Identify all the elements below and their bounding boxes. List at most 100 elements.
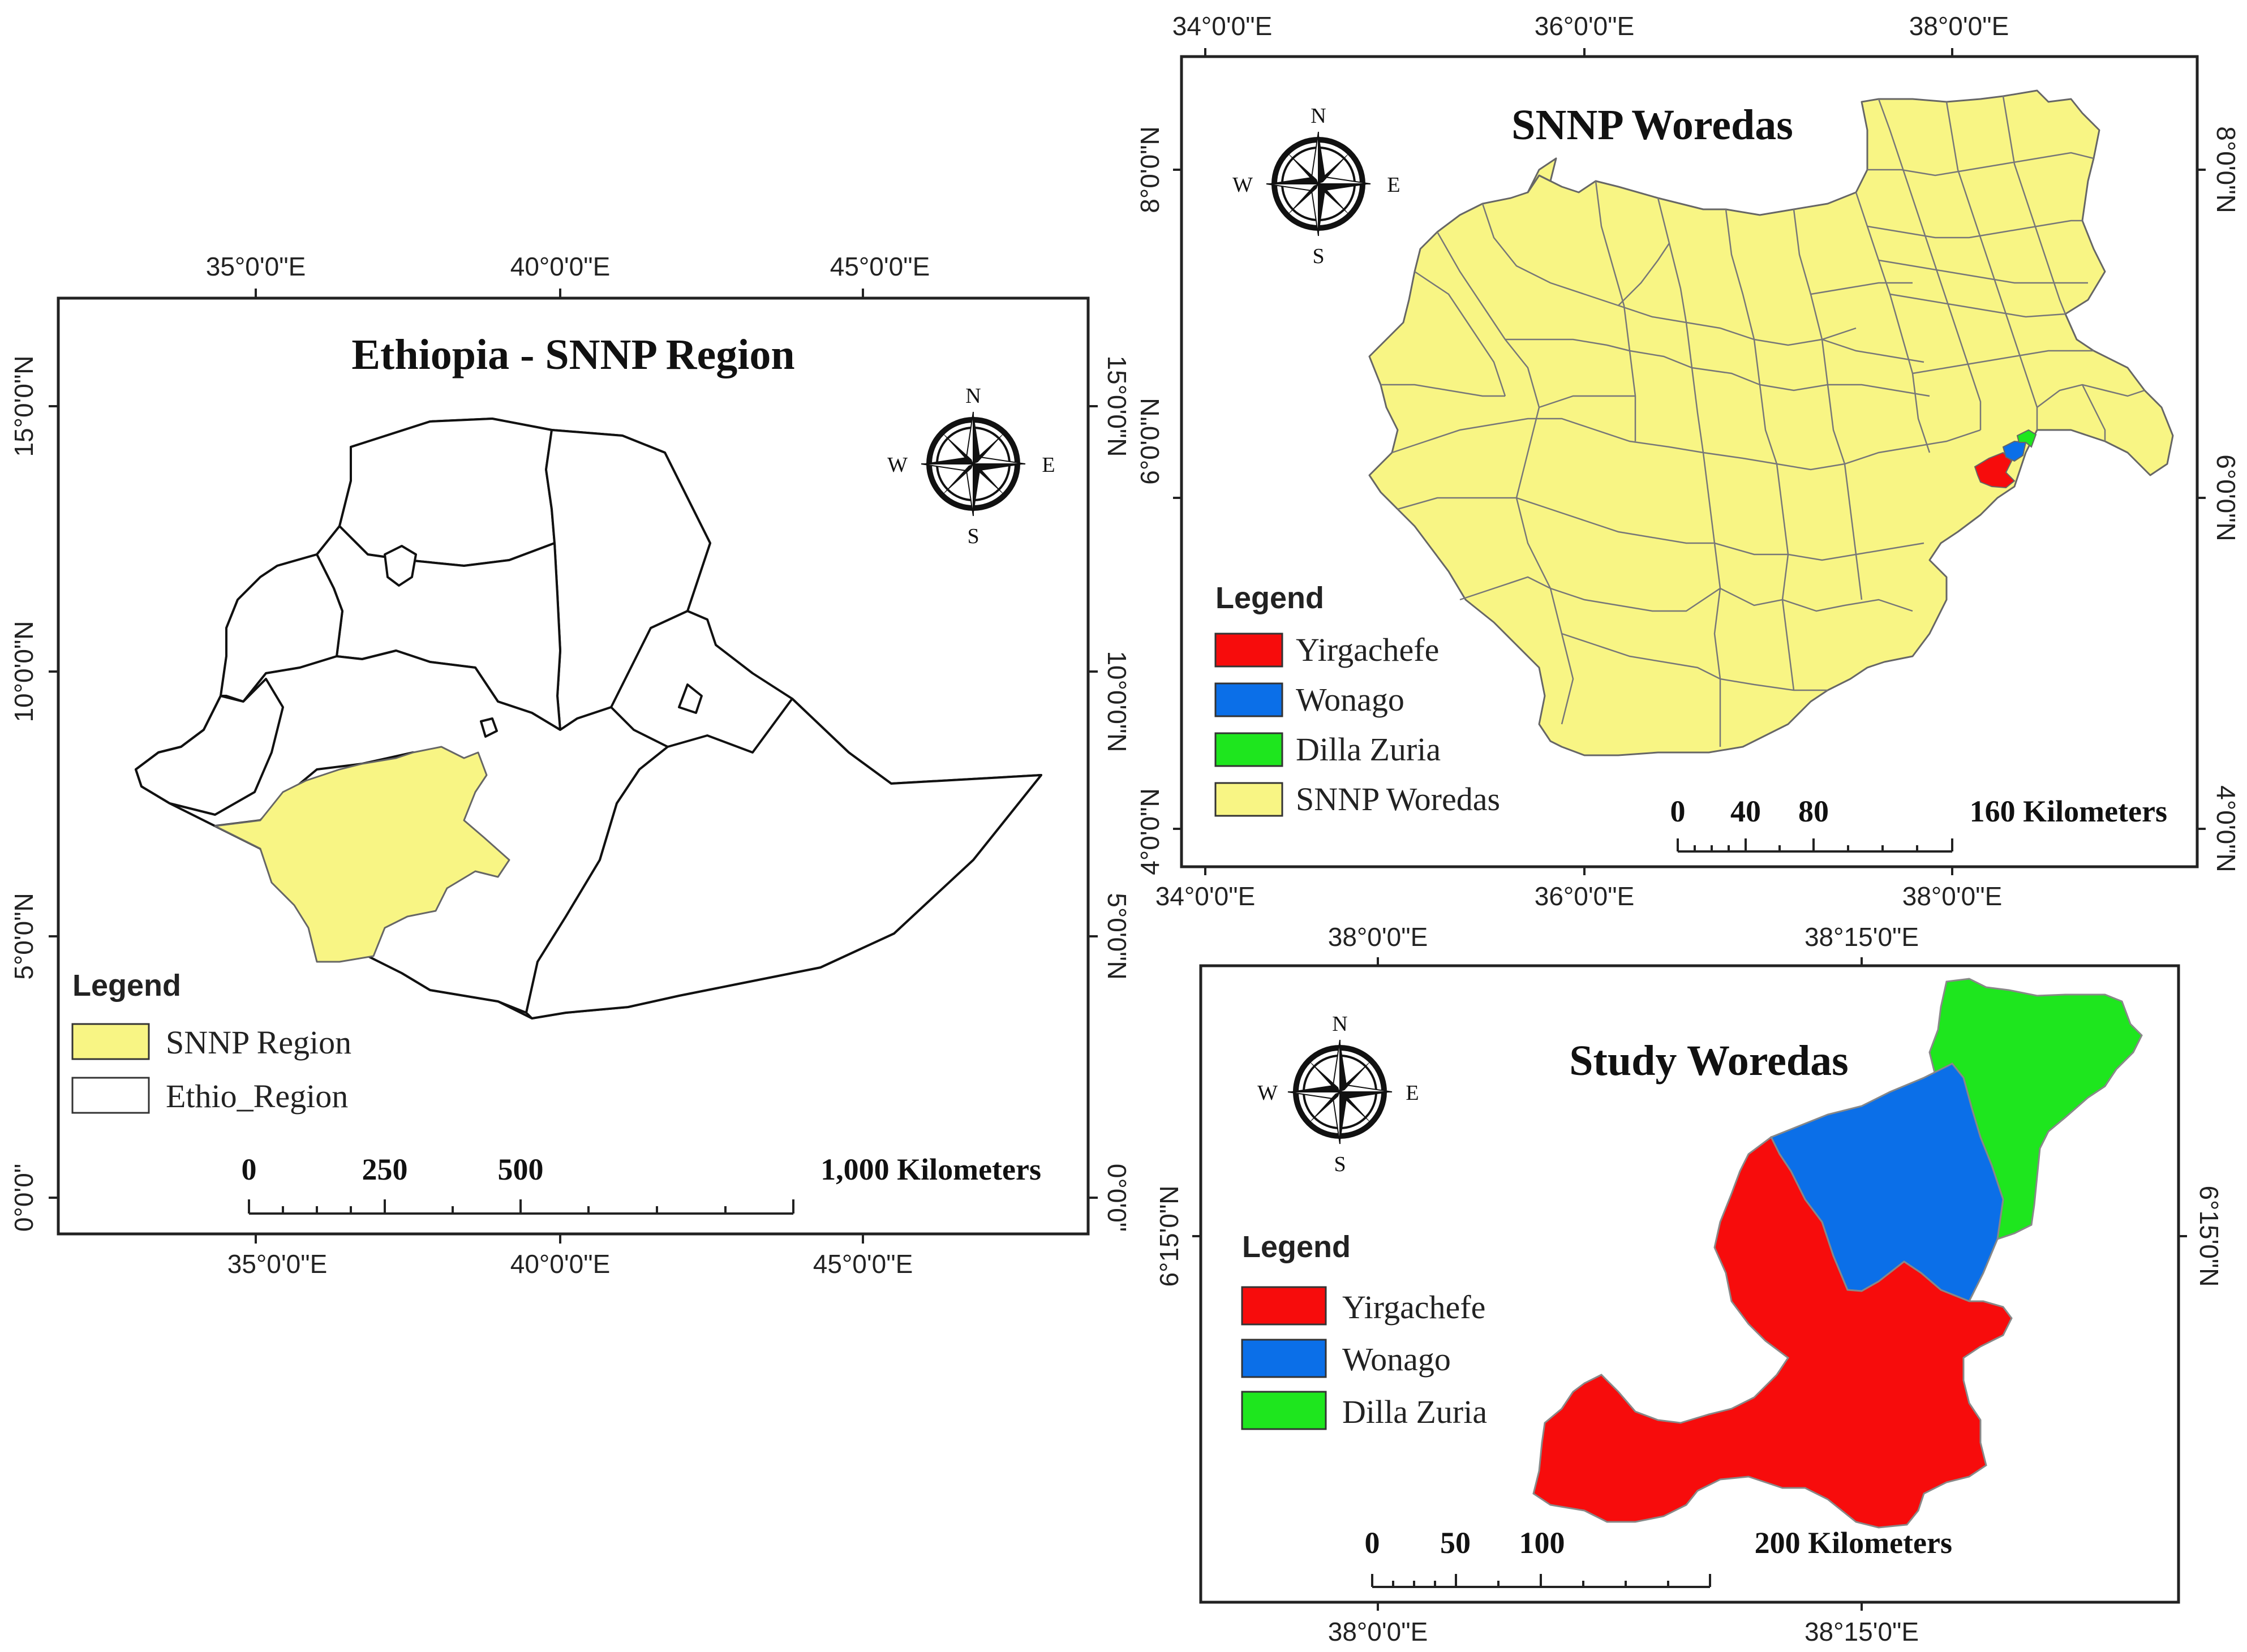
study-lon-label-top-1: 38°0'0"E [1328, 922, 1428, 952]
study-map-frame [1199, 964, 2180, 1604]
snnp-graticule-ticks [1173, 48, 2206, 875]
legend-label-dilla-zuria: Dilla Zuria [1296, 731, 1441, 768]
ethiopia-scale-bar: 0 250 500 1,000 Kilometers [242, 1152, 1041, 1215]
compass-rose-icon [921, 412, 1025, 516]
study-lon-label-bottom-1: 38°0'0"E [1328, 1617, 1428, 1646]
ethiopia-lon-label-bottom-3: 45°0'0"E [813, 1249, 913, 1279]
snnp-lat-label-left-2: 6°0'0"N [1135, 398, 1165, 484]
snnp-lat-label-left-1: 8°0'0"N [1135, 126, 1165, 213]
snnp-legend: Legend Yirgachefe Wonago Dilla Zuria SNN… [1214, 581, 1500, 818]
legend-swatch-wonago [1214, 682, 1283, 717]
ethiopia-lon-label-top-1: 35°0'0"E [206, 252, 306, 281]
ethiopia-lon-label-top-2: 40°0'0"E [510, 252, 611, 281]
snnp-map-frame [1180, 55, 2199, 868]
scale-tick-label-40: 40 [1730, 794, 1761, 828]
ethiopia-legend-title: Legend [72, 969, 181, 1003]
scale-tick-label-0: 0 [242, 1152, 257, 1186]
ethiopia-map-title: Ethiopia - SNNP Region [351, 331, 794, 378]
ethiopia-lat-label-left-3: 5°0'0"N [9, 893, 38, 979]
snnp-woreda-wonago [2002, 440, 2027, 462]
scale-tick-label-0: 0 [1365, 1526, 1380, 1560]
study-north-arrow: N S E W [1257, 1012, 1419, 1176]
study-legend-title: Legend [1242, 1230, 1351, 1264]
study-scale-bar: 0 50 100 200 Kilometers [1365, 1526, 1952, 1588]
scale-tick-label-160: 160 Kilometers [1970, 794, 2167, 828]
ethiopia-lat-label-right-2: 10°0'0"N [1102, 651, 1132, 752]
snnp-woreda-yirgachefe [1974, 451, 2016, 489]
scale-tick-label-50: 50 [1440, 1526, 1471, 1560]
legend-swatch-wonago [1241, 1339, 1327, 1378]
compass-e-label: E [1042, 453, 1055, 477]
ethiopia-region-polygons [135, 418, 1042, 1019]
study-lon-label-top-2: 38°15'0"E [1805, 922, 1919, 952]
snnp-lat-label-right-1: 8°0'0"N [2211, 126, 2241, 213]
region-addis-ababa [480, 717, 498, 738]
legend-swatch-ethio-region [71, 1077, 150, 1114]
ethiopia-lon-label-top-3: 45°0'0"E [830, 252, 930, 281]
region-tigray [338, 418, 556, 567]
compass-w-label: W [1232, 173, 1253, 197]
snnp-scale-bar: 0 40 80 160 Kilometers [1670, 794, 2167, 853]
panel-ethiopia: 35°0'0"E 40°0'0"E 45°0'0"E 35°0'0"E 40°0… [9, 252, 1132, 1279]
snnp-lat-label-right-2: 6°0'0"N [2211, 454, 2241, 541]
legend-swatch-snnp-region [71, 1023, 150, 1060]
scale-tick-label-500: 500 [498, 1152, 544, 1186]
panel-study-woredas: 38°0'0"E 38°15'0"E 38°0'0"E 38°15'0"E 6°… [1154, 922, 2224, 1646]
snnp-lon-label-top-1: 34°0'0"E [1172, 11, 1273, 41]
legend-swatch-snnp-woredas [1214, 782, 1283, 817]
snnp-north-arm [1527, 157, 1557, 193]
compass-n-label: N [965, 384, 981, 408]
study-graticule-ticks [1192, 957, 2187, 1611]
snnp-lon-label-bottom-2: 36°0'0"E [1535, 881, 1635, 911]
ethiopia-lat-label-right-3: 5°0'0"N [1102, 893, 1132, 979]
lake-tana [384, 545, 417, 587]
legend-label-snnp-region: SNNP Region [166, 1024, 351, 1061]
ethiopia-graticule-ticks [49, 289, 1098, 1244]
snnp-lon-label-top-2: 36°0'0"E [1535, 11, 1635, 41]
snnp-woreda-polygons [1368, 89, 2174, 756]
snnp-lon-label-bottom-3: 38°0'0"E [1902, 881, 2003, 911]
legend-label-wonago: Wonago [1296, 681, 1404, 718]
compass-s-label: S [1312, 244, 1324, 268]
compass-rose-icon [1288, 1040, 1392, 1144]
scale-tick-label-200: 200 Kilometers [1755, 1526, 1952, 1560]
scale-tick-label-80: 80 [1798, 794, 1829, 828]
legend-label-snnp-woredas: SNNP Woredas [1296, 781, 1500, 818]
region-gambela [135, 678, 284, 816]
compass-n-label: N [1332, 1012, 1347, 1036]
scale-tick-label-0: 0 [1670, 794, 1686, 828]
legend-label-yirgachefe: Yirgachefe [1296, 631, 1439, 668]
legend-swatch-yirgachefe [1241, 1286, 1327, 1326]
study-lat-label-left: 6°15'0"N [1154, 1185, 1184, 1287]
ethiopia-lat-label-left-1: 15°0'0"N [9, 355, 38, 457]
region-somali [525, 698, 1042, 1019]
snnp-map-title: SNNP Woredas [1511, 101, 1793, 149]
snnp-lon-label-bottom-1: 34°0'0"E [1155, 881, 1256, 911]
study-legend: Legend Yirgachefe Wonago Dilla Zuria [1241, 1230, 1487, 1430]
snnp-lat-label-left-3: 4°0'0"N [1135, 788, 1165, 875]
snnp-legend-title: Legend [1215, 581, 1324, 615]
ethiopia-lat-label-left-2: 10°0'0"N [9, 621, 38, 722]
compass-w-label: W [1257, 1081, 1278, 1105]
ethiopia-north-arrow: N S E W [887, 384, 1055, 548]
legend-swatch-dilla-zuria [1214, 732, 1283, 767]
legend-label-yirgachefe: Yirgachefe [1342, 1289, 1485, 1326]
snnp-woredas-outline [1368, 89, 2174, 756]
study-woreda-polygons [1532, 978, 2143, 1529]
study-lon-label-bottom-2: 38°15'0"E [1805, 1617, 1919, 1646]
legend-swatch-yirgachefe [1214, 633, 1283, 668]
snnp-lon-label-top-3: 38°0'0"E [1909, 11, 2009, 41]
legend-label-ethio-region: Ethio_Region [166, 1078, 348, 1115]
study-woreda-yirgachefe [1532, 1135, 2013, 1529]
snnp-woreda-dilla-zuria [2016, 429, 2037, 448]
ethiopia-lon-label-bottom-2: 40°0'0"E [510, 1249, 611, 1279]
scale-tick-label-1000: 1,000 Kilometers [820, 1152, 1041, 1186]
scale-tick-label-250: 250 [362, 1152, 408, 1186]
ethiopia-lat-label-right-4: 0°0'0" [1102, 1164, 1132, 1232]
panel-snnp-woredas: 34°0'0"E 36°0'0"E 38°0'0"E 34°0'0"E 36°0… [1135, 11, 2241, 911]
legend-label-wonago: Wonago [1342, 1341, 1451, 1378]
study-map-title: Study Woredas [1569, 1037, 1848, 1085]
compass-e-label: E [1406, 1081, 1419, 1105]
snnp-north-arrow: N S E W [1232, 104, 1400, 268]
